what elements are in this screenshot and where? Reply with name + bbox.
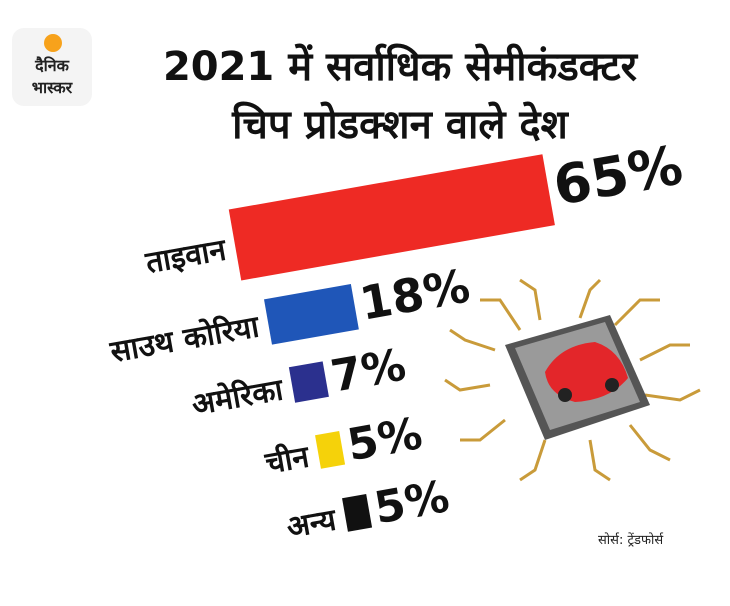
chart-title: 2021 में सर्वाधिक सेमीकंडक्टर चिप प्रोडक… (162, 44, 638, 148)
category-label: अन्य (284, 502, 340, 545)
bar (264, 284, 359, 345)
category-label: साउथ कोरिया (107, 308, 263, 370)
car-wheel (558, 388, 572, 402)
bar-row: अन्य 5% (284, 471, 453, 545)
logo-text: दैनिक (35, 56, 69, 75)
chip (505, 315, 650, 440)
bar (288, 361, 329, 403)
value-label: 5% (344, 408, 426, 471)
car-wheel (605, 378, 619, 392)
bar-row: चीन 5% (262, 408, 426, 482)
source: सोर्स: ट्रेंडफोर्स (598, 533, 664, 548)
value-label: 18% (356, 258, 474, 330)
bar (342, 494, 373, 532)
bar (228, 154, 555, 281)
category-label: अमेरिका (189, 371, 287, 423)
value-label: 7% (327, 339, 409, 402)
logo: दैनिक भास्कर (12, 28, 92, 106)
category-label: चीन (262, 438, 313, 481)
category-label: ताइवान (142, 232, 230, 281)
logo-text: भास्कर (31, 78, 73, 97)
value-label: 65% (549, 133, 687, 217)
bar-row: अमेरिका 7% (189, 339, 409, 423)
bar (315, 431, 346, 469)
value-label: 5% (371, 471, 453, 534)
chip-illustration (444, 278, 701, 482)
logo-sun (44, 34, 62, 52)
